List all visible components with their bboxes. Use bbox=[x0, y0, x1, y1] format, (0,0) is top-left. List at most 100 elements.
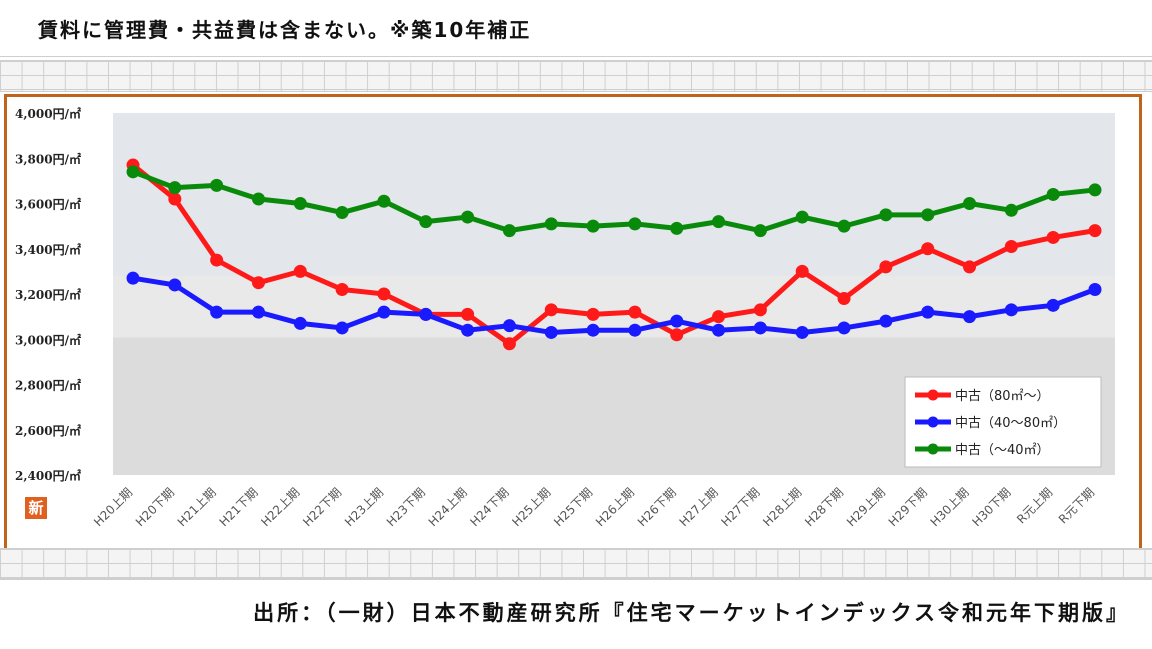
decorative-grid-bottom bbox=[0, 548, 1152, 580]
y-tick-label: 3,800円/㎡ bbox=[15, 151, 81, 166]
plot-background-sky bbox=[113, 113, 1115, 276]
data-point bbox=[1046, 230, 1060, 244]
chart-frame: 4,000円/㎡ 3,800円/㎡ 3,600円/㎡ 3,400円/㎡ 3,200円/㎡… bbox=[4, 94, 1142, 552]
y-tick-label: 3,400円/㎡ bbox=[15, 242, 81, 257]
data-point bbox=[502, 224, 516, 238]
x-tick-label: H30下期 bbox=[969, 485, 1013, 529]
y-tick-label: 3,000円/㎡ bbox=[15, 332, 81, 347]
data-point bbox=[628, 305, 642, 319]
data-point bbox=[293, 197, 307, 210]
x-tick-label: R元下期 bbox=[1056, 485, 1097, 526]
data-point bbox=[712, 215, 726, 229]
data-point bbox=[126, 165, 140, 179]
data-point bbox=[963, 310, 977, 324]
data-point bbox=[461, 210, 475, 224]
x-tick-label: H27下期 bbox=[718, 485, 762, 529]
data-point bbox=[879, 314, 893, 328]
data-point bbox=[963, 197, 977, 210]
data-point bbox=[586, 323, 600, 337]
x-tick-label: H22下期 bbox=[300, 485, 344, 529]
data-point bbox=[1004, 303, 1018, 317]
data-point bbox=[837, 219, 851, 233]
data-point bbox=[586, 219, 600, 233]
data-point bbox=[670, 328, 684, 342]
data-point bbox=[419, 307, 433, 321]
data-point bbox=[1004, 239, 1018, 253]
x-tick-label: H24下期 bbox=[468, 485, 512, 529]
legend-swatch-marker bbox=[927, 416, 939, 428]
x-tick-label: H21上期 bbox=[175, 485, 219, 529]
data-point bbox=[210, 178, 224, 192]
data-point bbox=[670, 314, 684, 328]
data-point bbox=[461, 323, 475, 337]
data-point bbox=[502, 319, 516, 333]
data-point bbox=[1046, 187, 1060, 201]
data-point bbox=[628, 323, 642, 337]
header-note: 賃料に管理費・共益費は含まない。※築10年補正 bbox=[38, 18, 532, 42]
data-point bbox=[753, 303, 767, 317]
data-point bbox=[586, 307, 600, 321]
data-point bbox=[126, 271, 140, 285]
data-point bbox=[670, 221, 684, 235]
data-point bbox=[293, 316, 307, 330]
data-point bbox=[837, 321, 851, 335]
data-point bbox=[502, 337, 516, 351]
legend-swatch-marker bbox=[927, 443, 939, 455]
legend-label: 中古（～40㎡） bbox=[955, 443, 1050, 458]
data-point bbox=[544, 325, 558, 339]
data-point bbox=[712, 310, 726, 324]
data-point bbox=[377, 305, 391, 319]
y-tick-label: 2,400円/㎡ bbox=[15, 468, 81, 483]
y-tick-label: 2,600円/㎡ bbox=[15, 423, 81, 438]
data-point bbox=[419, 215, 433, 229]
x-tick-label: R元上期 bbox=[1014, 485, 1055, 526]
data-point bbox=[251, 305, 265, 319]
data-point bbox=[168, 192, 182, 206]
data-point bbox=[1088, 224, 1102, 238]
data-point bbox=[1088, 183, 1102, 197]
data-point bbox=[921, 305, 935, 319]
data-point bbox=[377, 194, 391, 208]
y-tick-label: 3,200円/㎡ bbox=[15, 287, 81, 302]
y-tick-label: 3,600円/㎡ bbox=[15, 197, 81, 212]
header-note-bar: 賃料に管理費・共益費は含まない。※築10年補正 bbox=[0, 0, 1152, 57]
data-point bbox=[377, 287, 391, 301]
data-point bbox=[879, 208, 893, 222]
source-bar: 出所：（一財）日本不動産研究所『住宅マーケットインデックス令和元年下期版』 bbox=[0, 578, 1152, 649]
x-tick-label: H26下期 bbox=[635, 485, 679, 529]
data-point bbox=[335, 321, 349, 335]
data-point bbox=[753, 224, 767, 238]
data-point bbox=[210, 305, 224, 319]
series-line bbox=[131, 163, 1096, 347]
series-line bbox=[132, 275, 1096, 335]
x-tick-label: H22上期 bbox=[258, 485, 302, 529]
x-tick-label: H29上期 bbox=[844, 485, 888, 529]
data-point bbox=[795, 325, 809, 339]
x-tick-label: H23下期 bbox=[384, 485, 428, 529]
x-tick-label: H23上期 bbox=[342, 485, 386, 529]
data-point bbox=[293, 264, 307, 278]
data-point bbox=[921, 208, 935, 222]
y-tick-label: 4,000円/㎡ bbox=[15, 106, 81, 121]
x-tick-label: H27上期 bbox=[677, 485, 721, 529]
data-point bbox=[921, 242, 935, 256]
new-badge-icon: 新 bbox=[25, 497, 47, 519]
data-point bbox=[335, 282, 349, 296]
data-point bbox=[753, 321, 767, 335]
data-point bbox=[168, 278, 182, 292]
x-tick-label: H24上期 bbox=[426, 485, 470, 529]
legend-label: 中古（80㎡～） bbox=[955, 389, 1050, 404]
x-tick-label: H25上期 bbox=[509, 485, 553, 529]
data-point bbox=[628, 217, 642, 231]
x-tick-label: H20上期 bbox=[91, 485, 135, 529]
x-tick-label: H26上期 bbox=[593, 485, 637, 529]
data-point bbox=[963, 260, 977, 274]
y-tick-label: 2,800円/㎡ bbox=[15, 378, 81, 393]
data-point bbox=[837, 292, 851, 306]
data-point bbox=[461, 307, 475, 321]
data-point bbox=[795, 210, 809, 224]
x-tick-label: H20下期 bbox=[133, 485, 177, 529]
series-line bbox=[132, 169, 1096, 234]
data-point bbox=[1004, 203, 1018, 217]
data-point bbox=[1088, 282, 1102, 296]
